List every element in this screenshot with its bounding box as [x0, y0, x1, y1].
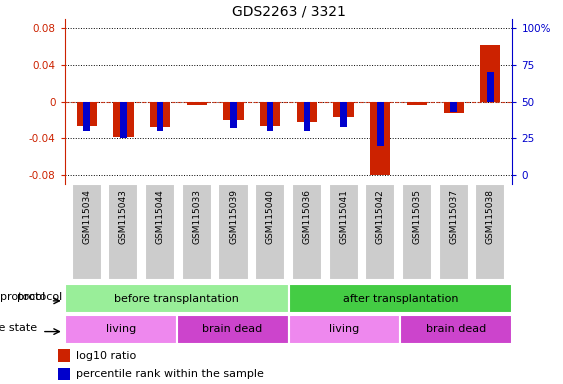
Text: GSM115036: GSM115036 — [302, 189, 311, 244]
Bar — [289, 315, 400, 344]
Bar — [58, 368, 70, 380]
Text: percentile rank within the sample: percentile rank within the sample — [77, 369, 264, 379]
Bar — [177, 315, 289, 344]
Text: disease state: disease state — [0, 323, 37, 333]
FancyBboxPatch shape — [402, 184, 432, 280]
FancyBboxPatch shape — [439, 184, 468, 280]
Bar — [444, 102, 464, 113]
Title: GDS2263 / 3321: GDS2263 / 3321 — [231, 4, 346, 18]
FancyBboxPatch shape — [218, 184, 248, 280]
Bar — [370, 102, 390, 175]
Bar — [303, 102, 310, 131]
Bar — [340, 102, 347, 127]
Bar — [65, 284, 289, 313]
Text: living: living — [329, 324, 360, 334]
FancyBboxPatch shape — [182, 184, 212, 280]
FancyBboxPatch shape — [145, 184, 175, 280]
FancyBboxPatch shape — [109, 184, 138, 280]
Text: after transplantation: after transplantation — [343, 293, 458, 304]
Text: GSM115044: GSM115044 — [155, 189, 164, 244]
Bar — [487, 73, 494, 102]
Text: protocol: protocol — [0, 292, 46, 302]
Text: brain dead: brain dead — [426, 324, 486, 334]
FancyBboxPatch shape — [292, 184, 322, 280]
Bar — [289, 284, 512, 313]
Bar — [377, 102, 383, 146]
Text: GSM115035: GSM115035 — [413, 189, 422, 244]
Bar — [77, 102, 97, 126]
Bar — [65, 315, 177, 344]
FancyBboxPatch shape — [329, 184, 359, 280]
Bar — [187, 102, 207, 104]
Text: GSM115038: GSM115038 — [486, 189, 495, 244]
Text: brain dead: brain dead — [203, 324, 263, 334]
Bar — [58, 349, 70, 362]
Bar — [260, 102, 280, 126]
Text: GSM115037: GSM115037 — [449, 189, 458, 244]
Bar — [113, 102, 133, 137]
Text: GSM115039: GSM115039 — [229, 189, 238, 244]
Bar — [480, 45, 501, 102]
Text: GSM115034: GSM115034 — [82, 189, 91, 244]
Text: GSM115042: GSM115042 — [376, 189, 385, 244]
Bar — [120, 102, 127, 139]
Bar — [267, 102, 274, 131]
Text: protocol: protocol — [17, 291, 62, 302]
Text: GSM115033: GSM115033 — [193, 189, 202, 244]
Text: log10 ratio: log10 ratio — [77, 351, 137, 361]
FancyBboxPatch shape — [475, 184, 506, 280]
Bar — [333, 102, 354, 118]
Bar — [83, 102, 90, 131]
FancyBboxPatch shape — [365, 184, 395, 280]
FancyBboxPatch shape — [255, 184, 285, 280]
Bar — [450, 102, 457, 112]
Text: GSM115041: GSM115041 — [339, 189, 348, 244]
FancyBboxPatch shape — [72, 184, 102, 280]
Bar — [407, 102, 427, 104]
Bar — [150, 102, 170, 127]
Bar — [157, 102, 163, 131]
Bar — [297, 102, 317, 122]
Bar — [224, 102, 244, 120]
Text: GSM115040: GSM115040 — [266, 189, 275, 244]
Text: GSM115043: GSM115043 — [119, 189, 128, 244]
Text: before transplantation: before transplantation — [114, 293, 239, 304]
Bar — [400, 315, 512, 344]
Text: living: living — [106, 324, 136, 334]
Bar — [230, 102, 237, 128]
